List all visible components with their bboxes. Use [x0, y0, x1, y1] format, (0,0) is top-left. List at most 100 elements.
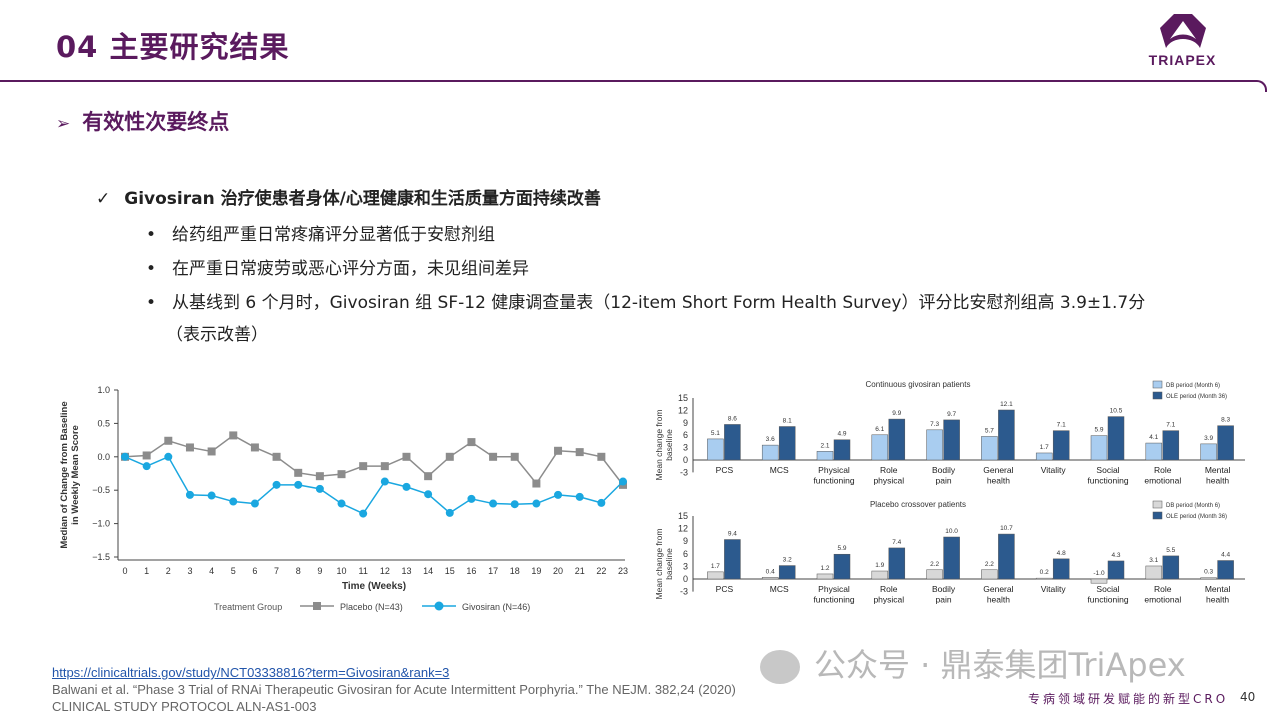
bar-value-label: 2.1 [820, 442, 829, 449]
data-point [445, 508, 454, 517]
data-point [250, 443, 259, 452]
data-point [467, 494, 476, 503]
y-tick-label: -3 [680, 467, 688, 477]
protocol: CLINICAL STUDY PROTOCOL ALN-AS1-003 [52, 699, 317, 714]
bar [1145, 442, 1163, 461]
y-tick-label: 9 [683, 536, 688, 546]
section-heading: ➢ 有效性次要终点 [56, 106, 229, 136]
y-axis-label-line: baseline [664, 548, 674, 580]
bullet-item: • 从基线到 6 个月时，Givosiran 组 SF-12 健康调查量表（12-… [146, 288, 1145, 313]
y-tick-label: 0 [683, 574, 688, 584]
bar [981, 436, 998, 461]
bar-value-label: 5.5 [1166, 547, 1175, 554]
legend-label: OLE period (Month 36) [1166, 394, 1227, 400]
x-tick-label: 21 [575, 566, 585, 576]
x-tick-label: pain [936, 595, 952, 605]
data-point [164, 452, 173, 461]
reference-link[interactable]: https://clinicaltrials.gov/study/NCT0333… [52, 665, 450, 680]
bar [888, 418, 906, 461]
x-tick-label: 8 [296, 566, 301, 576]
data-point [185, 490, 194, 499]
x-tick-label: functioning [1087, 595, 1128, 605]
data-point [337, 499, 346, 508]
bar-value-label: 3.6 [766, 436, 775, 443]
x-tick-label: 2 [166, 566, 171, 576]
legend-swatch [1152, 500, 1163, 509]
bar-value-label: 9.4 [728, 531, 737, 538]
data-point [164, 436, 173, 445]
data-point [380, 477, 389, 486]
bar [998, 533, 1015, 580]
data-point [142, 451, 151, 460]
x-tick-label: physical [873, 476, 904, 486]
bullet-item: • 在严重日常疲劳或恶心评分方面，未见组间差异 [146, 254, 529, 279]
x-tick-label: 6 [252, 566, 257, 576]
x-tick-label: 10 [337, 566, 347, 576]
series-line [124, 434, 624, 486]
bar [707, 438, 724, 461]
bullet-continuation: （表示改善） [166, 320, 268, 345]
bar-value-label: 5.9 [837, 545, 846, 552]
bullet-icon: • [146, 293, 157, 313]
data-point [554, 490, 563, 499]
x-tick-label: MCS [770, 465, 789, 475]
bar [833, 439, 851, 461]
bar [1200, 577, 1217, 580]
bar-value-label: 3.9 [1204, 435, 1213, 442]
data-point [250, 499, 259, 508]
x-axis-label: Time (Weeks) [342, 581, 406, 592]
y-tick-label: 0 [683, 455, 688, 465]
arrow-icon: ➢ [56, 114, 71, 134]
legend-marker [313, 602, 321, 610]
x-tick-label: Bodily [932, 465, 956, 475]
bar [1052, 430, 1070, 461]
bar-value-label: 4.8 [1057, 550, 1066, 557]
y-tick-label: 3 [683, 561, 688, 571]
bar [1035, 577, 1053, 580]
data-point [597, 452, 606, 461]
data-point [510, 500, 519, 509]
bar [761, 577, 779, 580]
data-point [445, 452, 454, 461]
bar [1052, 558, 1070, 580]
bar [1090, 435, 1108, 461]
x-tick-label: 22 [596, 566, 606, 576]
wechat-icon [760, 650, 800, 684]
bar-value-label: 4.1 [1149, 434, 1158, 441]
x-tick-label: emotional [1144, 476, 1181, 486]
legend-swatch [1152, 380, 1163, 389]
chart-title: Continuous givosiran patients [866, 380, 971, 389]
data-point [272, 480, 281, 489]
data-point [424, 472, 433, 481]
data-point [142, 462, 151, 471]
y-axis-label-line: Mean change from [654, 410, 664, 481]
x-tick-label: functioning [813, 476, 854, 486]
data-point [185, 443, 194, 452]
y-tick-label: −0.5 [92, 485, 110, 495]
bar-value-label: 1.7 [1040, 444, 1049, 451]
x-tick-label: 14 [423, 566, 433, 576]
bar [871, 434, 889, 461]
x-tick-label: Role [880, 465, 898, 475]
bar-value-label: 5.9 [1094, 427, 1103, 434]
legend-marker [434, 601, 444, 611]
bar-value-label: 5.7 [985, 427, 994, 434]
y-axis-label-line: in Weekly Mean Score [70, 425, 81, 525]
bar [1217, 425, 1234, 461]
y-tick-label: 6 [683, 430, 688, 440]
y-axis-label: Mean change frombaseline [654, 529, 674, 600]
data-point [380, 462, 389, 471]
bar [1162, 555, 1180, 580]
x-tick-label: pain [936, 476, 952, 486]
bar-value-label: 8.1 [783, 418, 792, 425]
y-tick-label: −1.0 [92, 519, 110, 529]
bar-value-label: 0.3 [1204, 569, 1213, 576]
x-tick-label: 7 [274, 566, 279, 576]
bar [778, 565, 796, 580]
x-tick-label: 17 [488, 566, 498, 576]
logo-text: TRIAPEX [1148, 52, 1217, 68]
bar [981, 569, 998, 580]
y-tick-label: 0.0 [97, 452, 110, 462]
data-point [229, 431, 238, 440]
legend-swatch [1152, 391, 1163, 400]
